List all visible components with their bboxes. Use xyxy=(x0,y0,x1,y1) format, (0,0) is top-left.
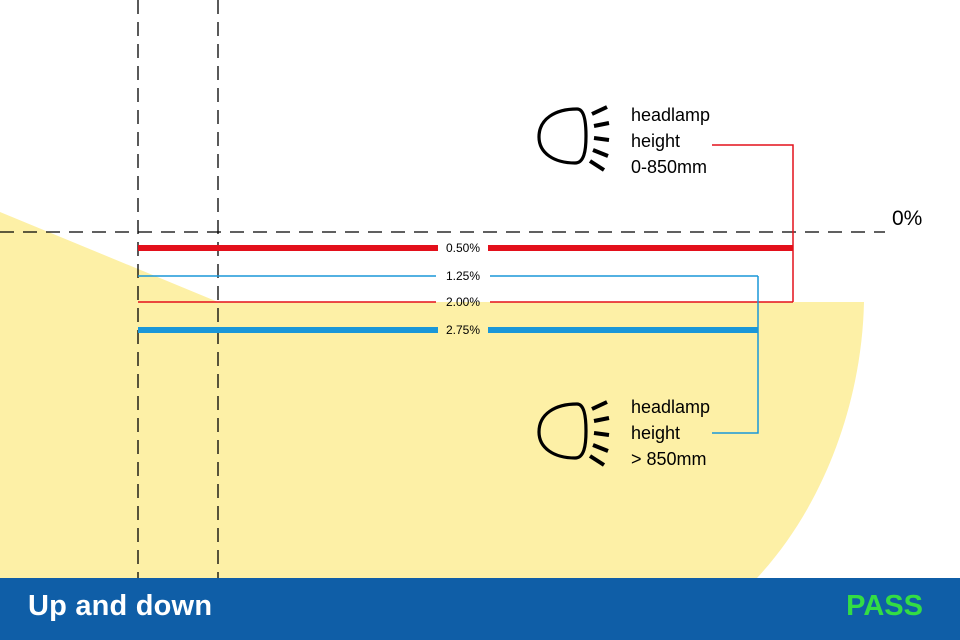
high-headlamp-caption-line3: > 850mm xyxy=(631,449,707,469)
high-headlamp-bracket xyxy=(712,276,759,434)
zero-reference-label: 0% xyxy=(892,207,922,230)
level-label-2-75: 2.75% xyxy=(446,323,480,337)
level-label-1-25: 1.25% xyxy=(446,269,480,283)
footer-bar: Up and down PASS xyxy=(0,578,960,640)
high-headlamp-caption-line2: height xyxy=(631,423,680,443)
footer-title: Up and down xyxy=(28,590,213,622)
beam-pattern xyxy=(0,212,864,578)
pass-status-label: PASS xyxy=(846,590,923,622)
high-headlamp-caption-line1: headlamp xyxy=(631,397,710,417)
level-label-0-50: 0.50% xyxy=(446,241,480,255)
level-label-2-00: 2.00% xyxy=(446,295,480,309)
headlamp-aim-diagram: 0% 0.50% 1.25% 2.00% 2.75% head xyxy=(0,0,922,578)
low-headlamp-bracket xyxy=(712,144,794,302)
headlamp-icon xyxy=(537,400,610,467)
headlamp-icon xyxy=(537,105,610,172)
low-headlamp-caption-line2: height xyxy=(631,131,680,151)
low-headlamp-caption-line3: 0-850mm xyxy=(631,157,707,177)
low-headlamp-caption-line1: headlamp xyxy=(631,105,710,125)
